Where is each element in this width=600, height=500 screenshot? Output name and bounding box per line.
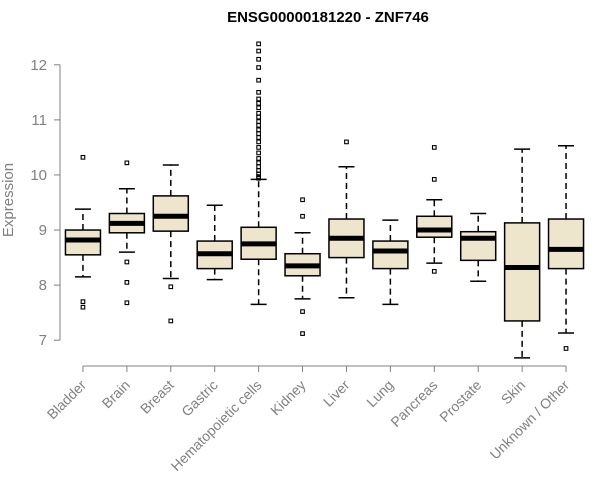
box-lung [372, 219, 409, 306]
x-tick-label: Skin [498, 377, 529, 408]
iqr-box [416, 215, 453, 238]
x-tick-label: Prostate [436, 377, 484, 425]
box-breast [152, 164, 190, 324]
x-tick-label: Breast [137, 377, 177, 417]
iqr-box [372, 240, 409, 270]
outlier-point [256, 164, 261, 170]
outlier-point [256, 96, 261, 102]
y-tick-label: 9 [39, 222, 47, 239]
y-axis-label: Expression [0, 163, 17, 237]
outlier-point [256, 171, 261, 177]
box-unknown-other [547, 145, 585, 351]
outlier-point [256, 119, 261, 124]
chart-title: ENSG00000181220 - ZNF746 [227, 9, 429, 26]
box-gastric [196, 204, 233, 281]
x-tick-label: Lung [363, 377, 396, 410]
outlier-point [256, 89, 261, 95]
outlier-point [80, 304, 86, 310]
outlier-point [256, 145, 261, 150]
x-tick-label: Kidney [267, 377, 309, 419]
outlier-point [256, 105, 261, 111]
outlier-point [80, 299, 86, 305]
outlier-point [256, 123, 261, 128]
outlier-point [124, 280, 130, 285]
box-pancreas [416, 145, 453, 274]
x-tick-label: Brain [99, 377, 133, 411]
outlier-point [431, 269, 437, 274]
outlier-point [563, 346, 569, 351]
box-skin [503, 148, 541, 359]
x-tick-label: Unknown / Other [487, 377, 573, 463]
outlier-point [300, 331, 305, 336]
outlier-point [256, 41, 261, 47]
box-liver [328, 139, 365, 299]
iqr-box [503, 222, 541, 322]
y-tick-label: 12 [30, 57, 47, 74]
outlier-point [256, 56, 261, 62]
x-tick-label: Pancreas [387, 377, 440, 430]
outlier-point [124, 300, 130, 306]
y-axis: 7 8 9 10 11 12 [30, 57, 61, 349]
outlier-point [256, 160, 261, 166]
outlier-point [256, 127, 261, 133]
outlier-point [80, 154, 86, 160]
outlier-point [256, 156, 261, 161]
box-brain [108, 160, 146, 306]
x-tick-label: Bladder [44, 377, 90, 423]
x-tick-label: Gastric [178, 377, 221, 420]
outlier-point [431, 177, 437, 182]
outlier-point [256, 48, 261, 54]
outlier-point [300, 309, 305, 314]
outlier-point [256, 150, 261, 156]
outlier-point [256, 100, 261, 106]
outlier-point [256, 77, 261, 83]
box-hematopoietic-cells [240, 41, 277, 306]
box-kidney [284, 197, 321, 336]
outlier-point [124, 160, 130, 166]
outlier-point [344, 139, 349, 145]
x-tick-label: Liver [320, 377, 353, 410]
outlier-point [300, 197, 305, 203]
outlier-point [256, 110, 261, 116]
outlier-point [256, 114, 261, 120]
outlier-point [300, 213, 305, 219]
iqr-box [547, 218, 585, 270]
outlier-point [256, 175, 261, 181]
outlier-point [256, 135, 261, 140]
box-series [64, 41, 585, 359]
outlier-point [168, 284, 174, 290]
outlier-point [256, 139, 261, 145]
y-tick-label: 8 [39, 277, 47, 294]
outlier-point [256, 131, 261, 136]
box-prostate [459, 212, 497, 283]
y-tick-label: 7 [39, 332, 47, 349]
outlier-point [431, 145, 437, 150]
box-bladder [64, 154, 102, 310]
y-tick-label: 11 [31, 112, 47, 129]
outlier-point [256, 65, 261, 70]
outlier-point [168, 318, 174, 324]
outlier-point [124, 259, 130, 265]
iqr-box [152, 195, 190, 232]
y-tick-label: 10 [30, 167, 47, 184]
